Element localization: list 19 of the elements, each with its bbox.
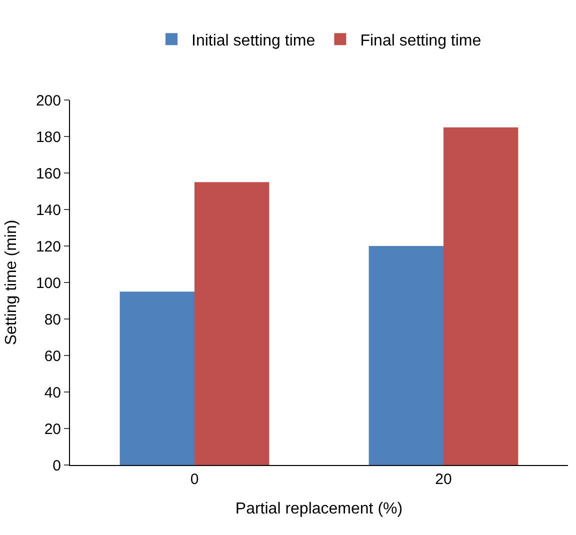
y-axis-title: Setting time (min)	[2, 220, 20, 346]
bar	[368, 246, 444, 465]
bar	[120, 292, 194, 465]
legend-label: Final setting time	[360, 32, 482, 50]
y-tick-label: 20	[44, 420, 61, 438]
y-tick-label: 180	[36, 128, 61, 146]
y-tick-label: 140	[36, 202, 61, 219]
y-tick-label: 80	[44, 311, 61, 328]
bar	[444, 127, 518, 465]
y-tick-label: 160	[36, 165, 61, 182]
y-tick-label: 40	[44, 384, 61, 402]
bar	[194, 182, 270, 465]
y-tick-label: 200	[36, 92, 61, 110]
y-tick-label: 120	[36, 238, 61, 256]
legend-label: Initial setting time	[192, 32, 316, 50]
x-axis-title: Partial replacement (%)	[235, 500, 403, 518]
y-tick-label: 0	[52, 457, 61, 474]
y-tick-label: 60	[44, 348, 61, 365]
y-tick-label: 100	[36, 274, 61, 292]
